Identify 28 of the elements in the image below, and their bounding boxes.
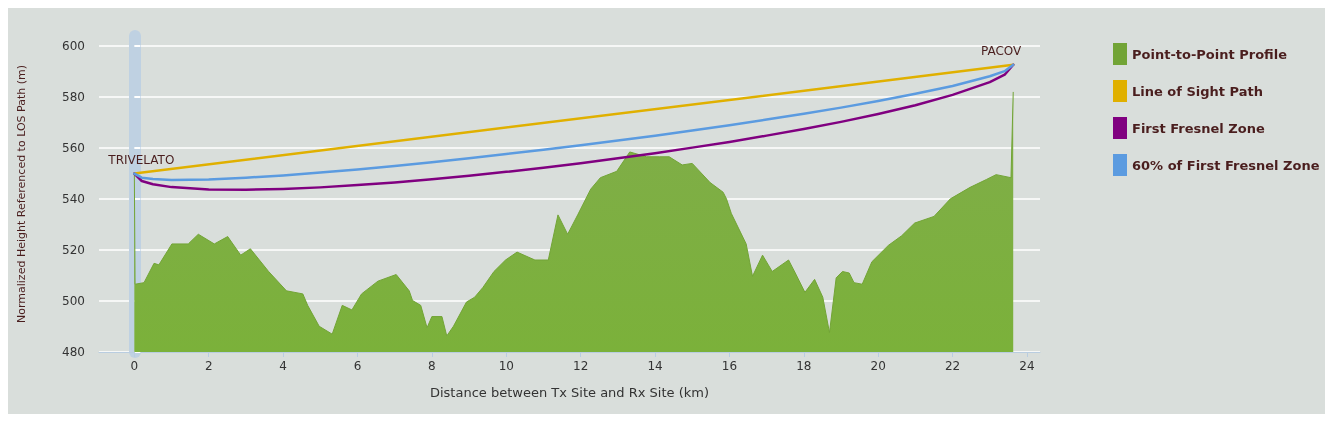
x-tick-label: 18 (796, 359, 812, 373)
legend-label: Line of Sight Path (1132, 83, 1263, 99)
x-tick-label: 14 (647, 359, 663, 373)
x-tick-label: 10 (498, 359, 514, 373)
x-axis-title: Distance between Tx Site and Rx Site (km) (429, 385, 710, 400)
y-axis-title: Normalized Height Referenced to LOS Path (m) (15, 65, 28, 323)
x-tick-label: 12 (573, 359, 589, 373)
legend-label: First Fresnel Zone (1132, 120, 1265, 136)
x-tick-label: 24 (1019, 359, 1035, 373)
legend-label: Point-to-Point Profile (1132, 46, 1288, 62)
y-tick-label: 480 (62, 345, 85, 359)
y-tick-label: 600 (62, 39, 85, 54)
legend-label: 60% of First Fresnel Zone (1132, 157, 1320, 173)
x-tick-label: 4 (279, 359, 287, 373)
y-tick-label: 560 (62, 141, 85, 156)
x-tick-label: 16 (721, 359, 738, 373)
x-tick-label: 20 (870, 359, 886, 373)
y-tick-label: 580 (62, 90, 85, 105)
annotation: PACOV (980, 43, 1022, 58)
y-tick-label: 540 (62, 192, 85, 207)
x-tick-label: 2 (204, 359, 213, 373)
x-tick-label: 22 (944, 359, 961, 373)
y-tick-label: 520 (62, 243, 85, 258)
y-tick-label: 500 (62, 294, 85, 309)
annotation: TRIVELATO (107, 152, 175, 167)
x-tick-label: 8 (428, 359, 436, 373)
x-tick-label: 0 (130, 359, 139, 373)
x-tick-label: 6 (353, 359, 362, 373)
